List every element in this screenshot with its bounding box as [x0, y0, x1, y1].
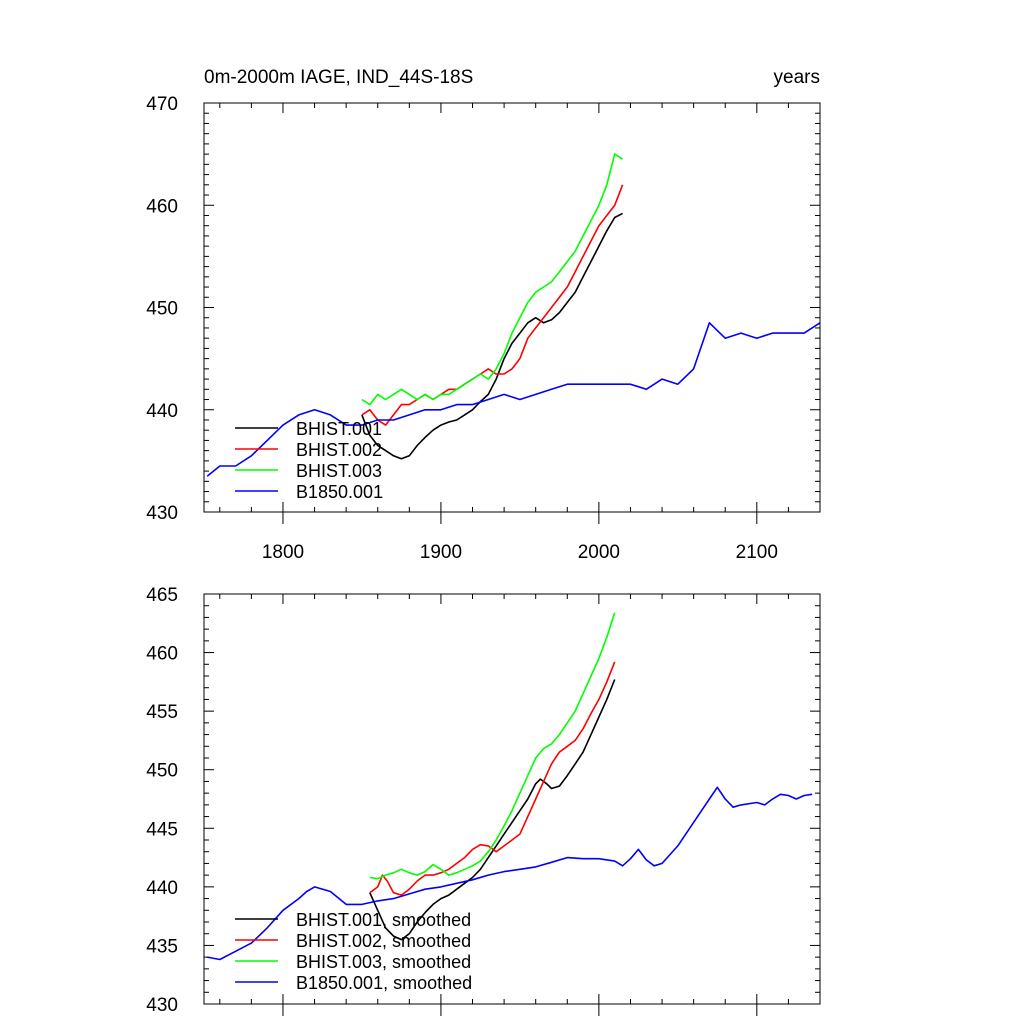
y-tick-label: 435 [146, 936, 178, 957]
y-tick-label: 430 [146, 503, 178, 524]
top-panel-ticks: 1800 1900 2000 2100 430 440 450 460 470 [146, 94, 821, 563]
bottom-panel: 430 435 440 445 450 455 460 465 BHIST.001, smoo… [146, 585, 821, 1016]
series-line-bhist-003 [361, 153, 624, 406]
series-line-bhist-002 [361, 184, 624, 426]
x-tick-label: 2100 [736, 542, 778, 563]
chart-title: 0m-2000m IAGE, IND_44S-18S [204, 67, 473, 88]
series-line-bhist-001-smoothed [369, 679, 616, 941]
bottom-panel-ticks: 430 435 440 445 450 455 460 465 [146, 585, 821, 1016]
top-plot-frame [203, 102, 821, 513]
y-tick-label: 450 [146, 299, 178, 320]
y-tick-label: 460 [146, 644, 178, 665]
series-line-bhist-003-smoothed [369, 612, 616, 880]
legend-label-bhist-002: BHIST.002 [296, 440, 382, 460]
x-tick-label: 1800 [262, 542, 304, 563]
bottom-plot-frame [203, 593, 821, 1005]
top-panel: 0m-2000m IAGE, IND_44S-18S years 1800 190… [146, 67, 821, 563]
y-tick-label: 450 [146, 761, 178, 782]
legend-label-bhist-003: BHIST.003 [296, 461, 382, 481]
x-tick-label: 1900 [420, 542, 462, 563]
x-tick-label: 2000 [578, 542, 620, 563]
legend-label-bhist-001: BHIST.001 [296, 419, 382, 439]
legend-label-bhist-001-smoothed: BHIST.001, smoothed [296, 910, 471, 930]
series-line-bhist-001 [361, 212, 623, 460]
top-panel-series [206, 153, 821, 477]
y-tick-label: 445 [146, 819, 178, 840]
y-tick-label: 440 [146, 401, 178, 422]
y-tick-label: 430 [146, 995, 178, 1016]
chart-title-right: years [774, 67, 820, 88]
legend-label-bhist-002-smoothed: BHIST.002, smoothed [296, 931, 471, 951]
series-line-b1850-001 [206, 321, 821, 477]
legend-label-b1850-001-smoothed: B1850.001, smoothed [296, 973, 472, 993]
y-tick-label: 440 [146, 878, 178, 899]
legend-label-bhist-003-smoothed: BHIST.003, smoothed [296, 952, 471, 972]
legend-label-b1850-001: B1850.001 [296, 482, 383, 502]
series-line-b1850-001-smoothed [207, 786, 813, 961]
y-tick-label: 470 [146, 94, 178, 115]
series-line-bhist-002-smoothed [369, 661, 616, 896]
y-tick-label: 455 [146, 702, 178, 723]
bottom-panel-series [207, 612, 813, 961]
y-tick-label: 465 [146, 585, 178, 606]
y-tick-label: 460 [146, 196, 178, 217]
